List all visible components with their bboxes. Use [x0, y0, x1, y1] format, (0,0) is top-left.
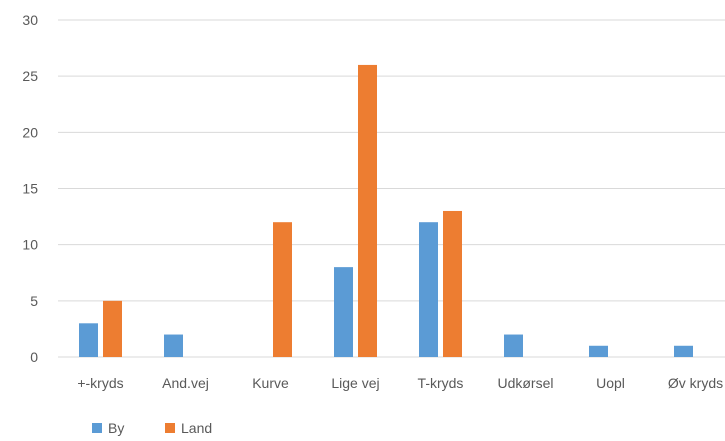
legend-swatch-land: [165, 423, 175, 433]
legend-swatch-by: [92, 423, 102, 433]
bar-by-0: [79, 323, 98, 357]
x-tick-label: +-kryds: [77, 375, 123, 391]
bar-by-6: [589, 345, 608, 357]
y-tick-label: 20: [22, 124, 38, 140]
y-tick-label: 0: [30, 349, 38, 365]
y-tick-label: 30: [22, 12, 38, 28]
bar-by-1: [164, 334, 183, 357]
x-tick-label: Lige vej: [331, 375, 379, 391]
bar-by-4: [419, 222, 438, 357]
bar-by-7: [674, 345, 693, 357]
x-tick-label: Øv kryds: [668, 375, 723, 391]
bar-land-4: [443, 210, 462, 357]
y-tick-label: 15: [22, 181, 38, 197]
x-tick-label: T-kryds: [418, 375, 464, 391]
y-tick-label: 25: [22, 68, 38, 84]
x-tick-label: And.vej: [162, 375, 209, 391]
legend-label-land: Land: [181, 420, 212, 436]
y-tick-label: 10: [22, 237, 38, 253]
x-tick-label: Kurve: [252, 375, 289, 391]
x-tick-label: Uopl: [596, 375, 625, 391]
bar-land-2: [273, 222, 292, 357]
bar-land-0: [103, 300, 122, 357]
bar-land-3: [358, 64, 377, 357]
x-tick-label: Udkørsel: [497, 375, 553, 391]
legend-label-by: By: [108, 420, 124, 436]
bar-by-5: [504, 334, 523, 357]
bar-by-3: [334, 267, 353, 357]
y-tick-label: 5: [30, 293, 38, 309]
